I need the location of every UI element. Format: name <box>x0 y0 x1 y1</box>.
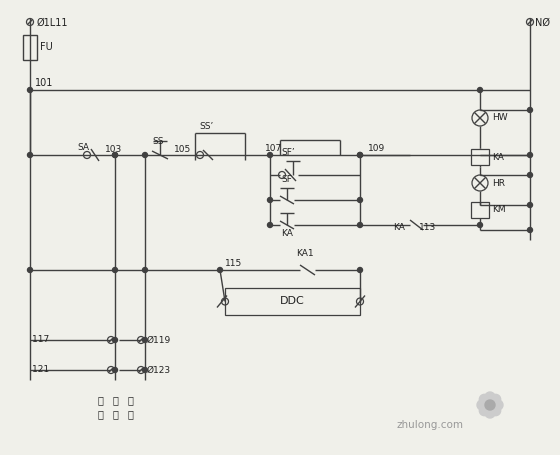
Text: 115: 115 <box>225 259 242 268</box>
Text: 113: 113 <box>419 223 436 232</box>
Circle shape <box>113 268 118 273</box>
Circle shape <box>142 152 147 157</box>
Text: KA1: KA1 <box>296 249 314 258</box>
Circle shape <box>357 268 362 273</box>
Text: Ø123: Ø123 <box>147 365 171 374</box>
Circle shape <box>528 107 533 112</box>
Circle shape <box>528 152 533 157</box>
Text: HR: HR <box>492 178 505 187</box>
Text: 121: 121 <box>32 365 52 374</box>
Text: SS’: SS’ <box>200 122 214 131</box>
Text: 103: 103 <box>105 145 122 154</box>
Circle shape <box>217 268 222 273</box>
Text: 傘: 傘 <box>112 395 118 405</box>
Circle shape <box>528 228 533 233</box>
Text: NØ: NØ <box>535 18 550 28</box>
Circle shape <box>357 152 362 157</box>
Text: Ø119: Ø119 <box>147 335 171 344</box>
Text: KM: KM <box>492 206 506 214</box>
Text: 107: 107 <box>265 144 282 153</box>
Text: SA: SA <box>77 143 89 152</box>
Text: 117: 117 <box>32 335 52 344</box>
Text: KA: KA <box>492 152 504 162</box>
Text: SF: SF <box>282 175 292 184</box>
Circle shape <box>478 222 483 228</box>
Text: 手: 手 <box>127 395 133 405</box>
Circle shape <box>142 368 147 373</box>
Text: zhulong.com: zhulong.com <box>396 420 464 430</box>
Circle shape <box>493 400 503 410</box>
Circle shape <box>113 152 118 157</box>
Circle shape <box>528 202 533 207</box>
Circle shape <box>479 394 489 404</box>
Circle shape <box>268 197 273 202</box>
Circle shape <box>357 197 362 202</box>
Circle shape <box>27 87 32 92</box>
Text: KA: KA <box>393 223 405 232</box>
Circle shape <box>491 406 501 416</box>
Bar <box>471 202 489 218</box>
Text: 自: 自 <box>97 395 103 405</box>
Circle shape <box>477 400 487 410</box>
Bar <box>471 149 489 165</box>
Text: 动: 动 <box>127 409 133 419</box>
Circle shape <box>357 222 362 228</box>
Circle shape <box>479 406 489 416</box>
Text: KA: KA <box>281 229 293 238</box>
Circle shape <box>27 152 32 157</box>
Circle shape <box>478 87 483 92</box>
Circle shape <box>113 338 118 343</box>
Circle shape <box>485 400 495 410</box>
Circle shape <box>268 222 273 228</box>
Circle shape <box>113 152 118 157</box>
Bar <box>23 35 37 60</box>
Text: HW: HW <box>492 113 507 122</box>
Circle shape <box>357 152 362 157</box>
Circle shape <box>27 268 32 273</box>
Circle shape <box>142 268 147 273</box>
Text: 止: 止 <box>112 409 118 419</box>
Circle shape <box>528 172 533 177</box>
Text: DDC: DDC <box>280 297 305 307</box>
Circle shape <box>485 392 495 402</box>
Circle shape <box>142 338 147 343</box>
Circle shape <box>268 152 273 157</box>
Circle shape <box>113 368 118 373</box>
Bar <box>225 288 360 315</box>
Text: 101: 101 <box>35 78 53 88</box>
Text: SF’: SF’ <box>281 148 295 157</box>
Text: SS: SS <box>152 137 164 146</box>
Text: 109: 109 <box>368 144 385 153</box>
Text: Ø1L11: Ø1L11 <box>37 18 68 28</box>
Text: FU: FU <box>40 42 53 52</box>
Text: 105: 105 <box>174 145 192 154</box>
Circle shape <box>485 408 495 418</box>
Text: 动: 动 <box>97 409 103 419</box>
Circle shape <box>491 394 501 404</box>
